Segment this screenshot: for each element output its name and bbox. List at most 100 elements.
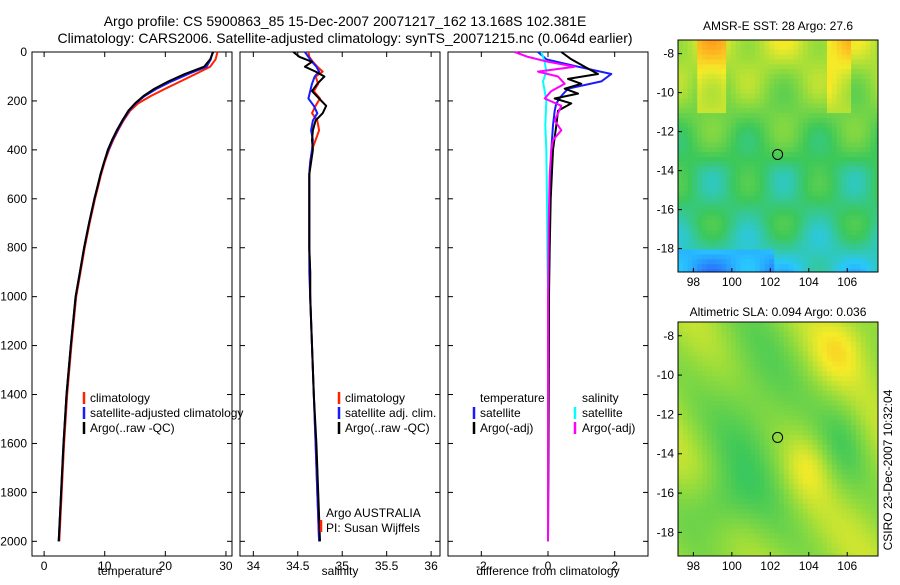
- map-cell: [716, 425, 722, 431]
- map-cell: [750, 400, 756, 407]
- map-cell: [721, 415, 727, 421]
- map-cell: [678, 181, 684, 187]
- map-cell: [764, 356, 770, 362]
- map-cell: [740, 543, 746, 549]
- map-cell: [860, 161, 867, 168]
- map-cell: [855, 264, 862, 270]
- map-cell: [745, 489, 751, 495]
- map-cell: [870, 259, 876, 265]
- map-cell: [716, 132, 722, 139]
- map-cell: [875, 249, 878, 256]
- map-cell: [822, 494, 828, 500]
- x-tick-label: 98: [687, 559, 701, 573]
- map-cell: [769, 499, 775, 505]
- map-cell: [774, 405, 780, 412]
- map-cell: [774, 341, 780, 348]
- map-cell: [865, 64, 871, 70]
- map-cell: [836, 69, 843, 75]
- map-cell: [783, 518, 790, 525]
- map-cell: [692, 326, 698, 333]
- map-cell: [745, 83, 751, 90]
- map-cell: [754, 157, 761, 163]
- map-cell: [687, 269, 693, 272]
- map-cell: [678, 161, 684, 168]
- map-cell: [687, 200, 693, 207]
- map-cell: [745, 435, 751, 441]
- map-cell: [764, 454, 770, 461]
- map-cell: [769, 113, 775, 119]
- map-cell: [712, 274, 717, 280]
- map-cell: [793, 196, 799, 202]
- map-cell: [865, 351, 871, 357]
- map-cell: [702, 390, 708, 397]
- map-cell: [841, 459, 847, 466]
- map-cell: [697, 269, 703, 272]
- map-cell: [706, 410, 713, 416]
- map-cell: [726, 336, 732, 343]
- map-cell: [735, 548, 742, 554]
- map-cell: [836, 108, 843, 114]
- map-cell: [788, 371, 794, 377]
- map-cell: [783, 142, 790, 148]
- map-cell: [783, 479, 790, 485]
- map-cell: [870, 225, 876, 231]
- map-cell: [822, 244, 828, 251]
- map-cell: [807, 118, 814, 124]
- map-cell: [740, 40, 746, 46]
- map-cell: [716, 395, 722, 402]
- map-cell: [807, 420, 814, 426]
- map-cell: [831, 523, 838, 530]
- map-cell: [841, 322, 847, 328]
- map-cell: [793, 435, 799, 441]
- map-cell: [860, 83, 867, 90]
- map-cell: [798, 366, 804, 372]
- map-cell: [817, 336, 823, 343]
- map-cell: [855, 538, 862, 544]
- map-cell: [721, 40, 727, 46]
- map-cell: [870, 103, 876, 109]
- map-cell: [779, 191, 785, 197]
- legend-label-sal-argo: Argo(-adj): [582, 421, 635, 435]
- map-cell: [740, 64, 746, 70]
- map-cell: [745, 230, 751, 236]
- map-cell: [711, 59, 718, 65]
- map-cell: [875, 376, 878, 382]
- map-cell: [687, 356, 693, 362]
- map-cell: [730, 113, 737, 119]
- map-cell: [812, 425, 818, 431]
- map-cell: [783, 405, 790, 412]
- map-cell: [735, 479, 742, 485]
- map-cell: [687, 430, 693, 436]
- map-cell: [779, 225, 785, 231]
- map-cell: [692, 147, 698, 153]
- map-cell: [875, 191, 878, 197]
- map-cell: [697, 54, 703, 61]
- map-cell: [846, 186, 852, 192]
- map-cell: [812, 210, 818, 217]
- map-cell: [783, 127, 790, 134]
- x-tick-label: 0: [545, 559, 552, 573]
- map-cell: [692, 449, 698, 456]
- map-cell: [745, 176, 751, 182]
- map-cell: [759, 269, 766, 272]
- map-cell: [754, 69, 761, 75]
- map-cell: [851, 196, 857, 202]
- map-cell: [687, 435, 693, 441]
- map-cell: [759, 479, 766, 485]
- map-cell: [678, 523, 684, 530]
- map-cell: [875, 371, 878, 377]
- map-cell: [759, 239, 766, 246]
- map-cell: [682, 425, 689, 431]
- map-cell: [860, 59, 867, 65]
- map-cell: [682, 513, 689, 520]
- map-cell: [682, 103, 689, 109]
- map-cell: [692, 543, 698, 549]
- map-cell: [716, 371, 722, 377]
- map-cell: [855, 220, 862, 226]
- map-cell: [788, 538, 794, 544]
- map-cell: [803, 400, 809, 407]
- map-cell: [764, 469, 770, 475]
- map-cell: [730, 118, 737, 124]
- map-cell: [682, 469, 689, 475]
- map-cell: [687, 479, 693, 485]
